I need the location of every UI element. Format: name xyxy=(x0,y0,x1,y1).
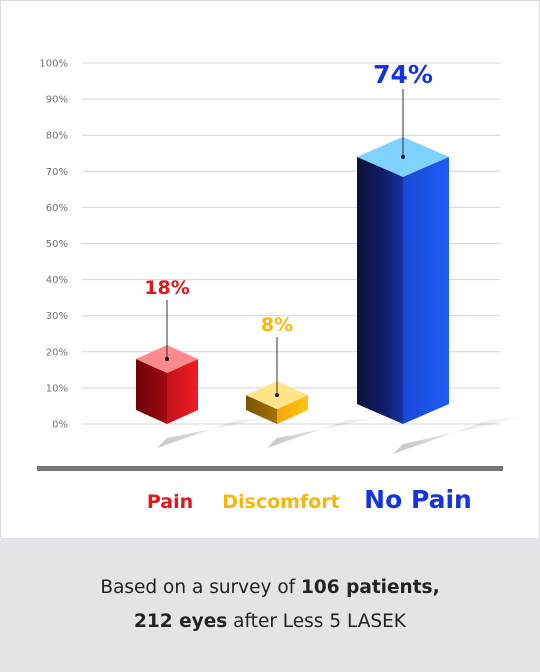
label-dot xyxy=(165,357,169,362)
label-dot xyxy=(401,154,405,159)
bar-shadow xyxy=(393,416,529,454)
y-tick-label: 40% xyxy=(46,275,68,286)
data-label: 8% xyxy=(261,314,293,336)
caption-line1-bold: 106 patients, xyxy=(301,577,440,598)
bar-discomfort: 8% xyxy=(246,314,388,448)
bar-chart: 0% 10% 20% 30% 40% 50% 60% 70% 80% 90% 100% 18% 8% 7… xyxy=(37,59,529,514)
bar-shadow xyxy=(267,416,388,448)
y-axis: 0% 10% 20% 30% 40% 50% 60% 70% 80% 90% 100% xyxy=(39,59,68,431)
bar-left-face xyxy=(246,395,277,424)
bars-layer: 18% 8% 74% xyxy=(136,60,529,454)
caption-line-1: Based on a survey of 106 patients, xyxy=(100,571,439,605)
y-tick-label: 60% xyxy=(46,203,68,214)
bar-right-face xyxy=(277,395,308,424)
y-tick-label: 30% xyxy=(46,311,68,322)
y-tick-label: 0% xyxy=(52,420,68,431)
y-tick-label: 90% xyxy=(46,95,68,106)
bar-right-face xyxy=(403,156,449,425)
y-tick-label: 10% xyxy=(46,383,68,394)
y-tick-label: 100% xyxy=(39,59,68,70)
x-category-label: No Pain xyxy=(364,485,472,514)
caption-line1-prefix: Based on a survey of xyxy=(100,577,302,598)
category-labels: Pain Discomfort No Pain xyxy=(147,485,472,514)
y-tick-label: 50% xyxy=(46,239,68,250)
bar-left-face xyxy=(357,156,403,425)
bar-left-face xyxy=(136,359,167,424)
bar-pain: 18% xyxy=(136,277,278,448)
x-category-label: Discomfort xyxy=(222,491,339,513)
caption-line2-suffix: after Less 5 LASEK xyxy=(227,611,406,632)
x-category-label: Pain xyxy=(147,491,193,513)
data-label: 18% xyxy=(144,277,189,299)
y-tick-label: 20% xyxy=(46,347,68,358)
baseline xyxy=(37,466,503,471)
caption-line2-bold: 212 eyes xyxy=(134,611,228,632)
y-tick-label: 70% xyxy=(46,167,68,178)
bar-right-face xyxy=(167,359,198,424)
chart-frame xyxy=(0,0,540,538)
caption-line-2: 212 eyes after Less 5 LASEK xyxy=(134,605,406,639)
y-tick-label: 80% xyxy=(46,131,68,142)
label-dot xyxy=(275,393,279,398)
data-label: 74% xyxy=(373,60,433,89)
bar-shadow xyxy=(157,416,278,448)
caption: Based on a survey of 106 patients, 212 e… xyxy=(0,538,540,672)
bar-no-pain: 74% xyxy=(357,60,529,454)
